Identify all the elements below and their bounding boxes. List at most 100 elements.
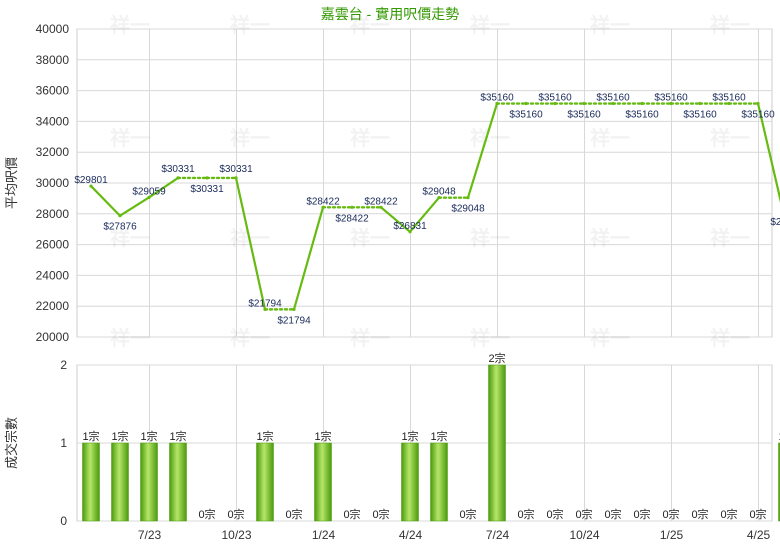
line-point [524, 101, 528, 106]
watermark-text: 祥一 [710, 326, 750, 350]
line-y-tick-label: 20000 [36, 330, 70, 344]
line-data-label: $35160 [567, 110, 601, 121]
bar-y-tick-label: 1 [60, 436, 67, 450]
line-data-label: $26831 [393, 221, 427, 232]
bar-data-label: 1宗 [111, 429, 128, 443]
count-bar [82, 442, 100, 522]
watermark-text: 祥一 [590, 326, 630, 350]
line-point [205, 176, 209, 180]
bar-data-label: 0宗 [372, 507, 389, 521]
count-bar [430, 442, 448, 522]
bar-data-label: 0宗 [343, 507, 360, 521]
line-segment [379, 206, 412, 233]
line-segment [234, 176, 267, 311]
line-point [234, 176, 238, 180]
line-data-label: $30331 [190, 184, 224, 195]
line-point [437, 196, 441, 200]
line-segment [756, 102, 780, 203]
line-point [727, 101, 731, 106]
line-data-label: $27074 [770, 217, 780, 228]
line-data-label: $29048 [422, 187, 456, 198]
line-data-label: $21794 [277, 315, 311, 326]
watermark-text: 祥一 [110, 13, 150, 37]
bar-data-label: 1宗 [314, 429, 331, 443]
x-tick-label: 4/24 [399, 528, 423, 542]
watermark-text: 祥一 [230, 13, 270, 37]
bar-data-label: 0宗 [285, 507, 302, 521]
count-bar [401, 442, 419, 522]
line-data-label: $35160 [741, 110, 775, 121]
bar-data-label: 0宗 [633, 507, 650, 521]
line-point [321, 205, 325, 209]
line-point [350, 205, 354, 209]
bar-data-label: 0宗 [662, 507, 679, 521]
line-point [611, 101, 615, 106]
line-data-label: $35160 [654, 93, 688, 104]
line-y-tick-label: 26000 [36, 238, 70, 252]
watermark-text: 祥一 [110, 226, 150, 250]
watermark-text: 祥一 [470, 226, 510, 250]
watermark-text: 祥一 [350, 326, 390, 350]
line-y-tick-label: 34000 [36, 114, 70, 128]
line-y-tick-label: 28000 [36, 207, 70, 221]
line-data-label: $28422 [364, 196, 398, 207]
watermark-text: 祥一 [350, 126, 390, 150]
bar-data-label: 1宗 [169, 429, 186, 443]
watermark-text: 祥一 [590, 226, 630, 250]
bar-data-label: 2宗 [488, 351, 505, 365]
count-bar [778, 442, 780, 522]
watermark-text: 祥一 [470, 13, 510, 37]
bar-y-tick-label: 2 [60, 358, 67, 372]
bar-data-label: 0宗 [198, 507, 215, 521]
line-data-label: $30331 [219, 164, 253, 175]
count-bar [488, 364, 506, 522]
line-point [408, 230, 412, 234]
line-point [640, 101, 644, 106]
line-data-label: $28422 [335, 213, 369, 224]
line-point [756, 101, 760, 106]
line-segment [466, 102, 499, 199]
line-y-axis-title: 平均呎價 [4, 157, 19, 209]
bar-data-label: 0宗 [691, 507, 708, 521]
bar-data-label: 0宗 [749, 507, 766, 521]
line-point [669, 101, 673, 106]
bar-data-label: 1宗 [256, 429, 273, 443]
bar-data-label: 0宗 [604, 507, 621, 521]
line-data-label: $27876 [103, 222, 137, 233]
line-y-tick-label: 38000 [36, 53, 70, 67]
line-data-label: $29801 [74, 175, 108, 186]
bar-y-tick-label: 0 [60, 514, 67, 528]
line-data-label: $35160 [625, 110, 659, 121]
line-segment [292, 206, 325, 311]
count-bar [169, 442, 187, 522]
line-point [263, 307, 267, 311]
line-segment [147, 176, 180, 199]
x-tick-label: 10/23 [221, 528, 251, 542]
line-data-label: $28422 [306, 196, 340, 207]
count-bar [314, 442, 332, 522]
line-segment [408, 196, 441, 233]
line-data-label: $21794 [248, 298, 282, 309]
bar-data-label: 0宗 [546, 507, 563, 521]
x-tick-label: 10/24 [569, 528, 599, 542]
bar-data-label: 1宗 [778, 429, 780, 443]
line-point [147, 195, 151, 200]
line-point [582, 101, 586, 106]
line-point [698, 101, 702, 106]
watermark-text: 祥一 [710, 226, 750, 250]
line-y-tick-label: 32000 [36, 145, 70, 159]
watermark-text: 祥一 [590, 13, 630, 37]
bar-data-label: 1宗 [401, 429, 418, 443]
watermark-text: 祥一 [230, 126, 270, 150]
x-tick-label: 7/23 [138, 528, 162, 542]
watermark-text: 祥一 [470, 126, 510, 150]
bar-data-label: 1宗 [82, 429, 99, 443]
bar-panel: 0 1 2 7/23 10/23 1/24 4/24 7/24 10/24 1/25 4/25 1宗 1… [4, 351, 780, 542]
line-point [495, 101, 499, 106]
line-data-label: $35160 [509, 110, 543, 121]
bar-data-label: 0宗 [720, 507, 737, 521]
x-tick-label: 7/24 [486, 528, 510, 542]
line-data-label: $35160 [596, 93, 630, 104]
line-data-label: $35160 [480, 93, 514, 104]
